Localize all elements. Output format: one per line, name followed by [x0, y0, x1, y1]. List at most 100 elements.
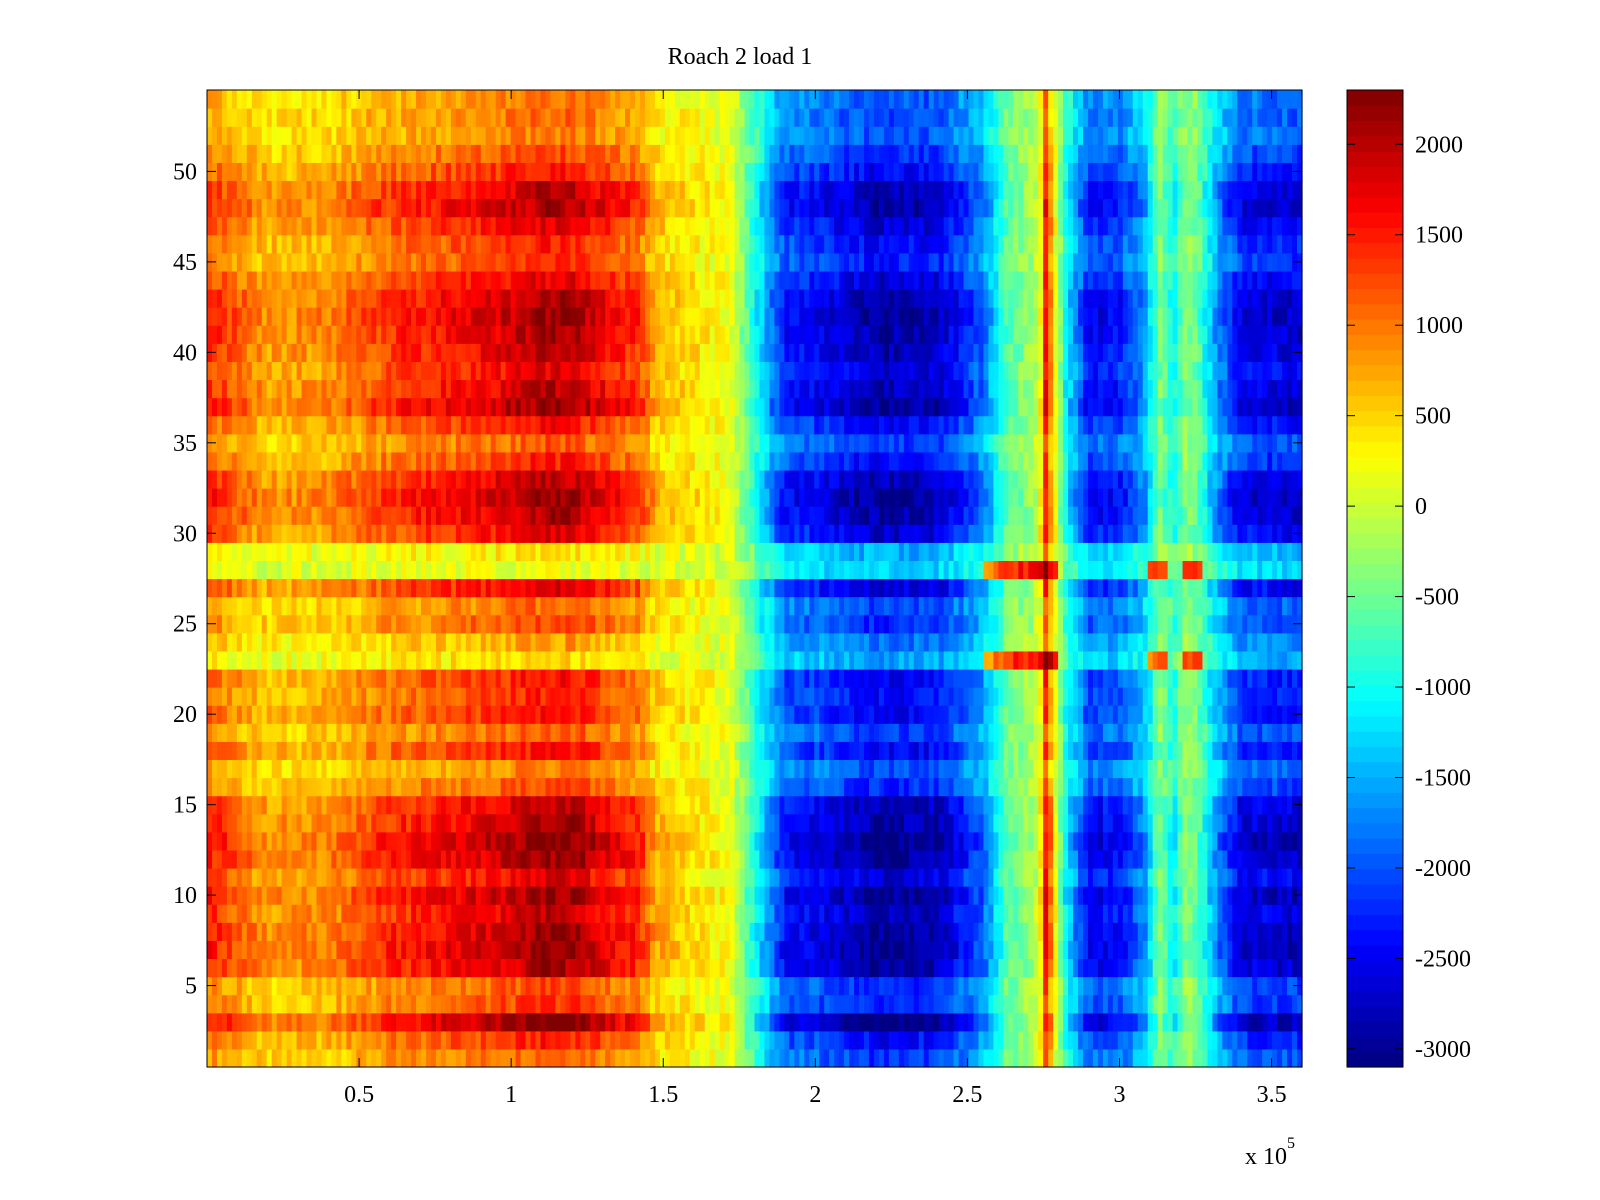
heatmap-cell	[550, 831, 557, 851]
heatmap-cell	[1182, 795, 1189, 815]
heatmap-cell	[898, 687, 905, 706]
heatmap-cell	[590, 849, 596, 869]
heatmap-cell	[520, 940, 527, 960]
heatmap-cell	[898, 849, 905, 869]
heatmap-cell	[455, 886, 462, 905]
heatmap-cell	[326, 687, 333, 706]
heatmap-cell	[804, 904, 810, 923]
heatmap-cell	[1232, 976, 1238, 996]
heatmap-cell	[645, 994, 651, 1014]
heatmap-cell	[600, 958, 606, 978]
heatmap-cell	[231, 849, 238, 869]
heatmap-cell	[769, 867, 776, 887]
heatmap-cell	[903, 741, 910, 761]
heatmap-cell	[216, 831, 223, 851]
heatmap-cell	[401, 723, 407, 742]
heatmap-cell	[873, 759, 880, 779]
heatmap-cell	[789, 867, 795, 887]
heatmap-cell	[356, 650, 362, 670]
heatmap-cell	[1112, 994, 1119, 1014]
heatmap-cell	[1242, 1048, 1248, 1068]
heatmap-cell	[620, 777, 626, 797]
heatmap-cell	[211, 1030, 218, 1050]
heatmap-cell	[440, 777, 447, 797]
heatmap-cell	[271, 922, 278, 941]
heatmap-cell	[545, 687, 552, 706]
heatmap-cell	[276, 1012, 283, 1032]
heatmap-cell	[1097, 759, 1104, 779]
heatmap-cell	[1132, 723, 1139, 742]
heatmap-cell	[207, 940, 213, 960]
heatmap-cell	[958, 795, 965, 815]
heatmap-cell	[938, 922, 945, 941]
heatmap-cell	[416, 904, 422, 923]
heatmap-cell	[988, 904, 995, 923]
heatmap-cell	[1008, 831, 1014, 851]
heatmap-cell	[1177, 1048, 1184, 1068]
heatmap-cell	[426, 759, 432, 779]
heatmap-cell	[749, 922, 756, 941]
heatmap-cell	[575, 867, 581, 887]
heatmap-cell	[421, 795, 427, 815]
heatmap-cell	[928, 1012, 935, 1032]
heatmap-cell	[236, 831, 243, 851]
heatmap-cell	[819, 940, 825, 960]
heatmap-cell	[1107, 813, 1114, 833]
heatmap-cell	[948, 1048, 955, 1068]
heatmap-cell	[1247, 831, 1253, 851]
heatmap-cell	[1257, 886, 1263, 905]
heatmap-cell	[475, 1048, 482, 1068]
heatmap-cell	[859, 904, 865, 923]
heatmap-cell	[1137, 723, 1144, 742]
heatmap-cell	[251, 650, 258, 670]
heatmap-cell	[1202, 976, 1209, 996]
heatmap-cell	[276, 687, 283, 706]
heatmap-cell	[1237, 922, 1243, 941]
heatmap-cell	[913, 650, 920, 670]
heatmap-cell	[246, 976, 253, 996]
heatmap-cell	[784, 1012, 790, 1032]
heatmap-cell	[699, 668, 706, 688]
heatmap-cell	[535, 687, 542, 706]
heatmap-cell	[958, 886, 965, 905]
heatmap-cell	[983, 741, 990, 761]
heatmap-cell	[923, 976, 930, 996]
heatmap-cell	[1257, 904, 1263, 923]
heatmap-cell	[1297, 668, 1303, 688]
heatmap-cell	[1187, 831, 1194, 851]
heatmap-cell	[635, 777, 641, 797]
heatmap-cell	[1187, 1030, 1194, 1050]
heatmap-cell	[207, 922, 213, 941]
heatmap-cell	[1112, 904, 1119, 923]
heatmap-cell	[849, 741, 855, 761]
heatmap-cell	[1087, 849, 1094, 869]
heatmap-cell	[1127, 886, 1134, 905]
heatmap-cell	[839, 1030, 845, 1050]
heatmap-cell	[1092, 1012, 1099, 1032]
heatmap-cell	[1197, 795, 1204, 815]
heatmap-cell	[346, 831, 352, 851]
heatmap-cell	[615, 849, 621, 869]
heatmap-cell	[376, 668, 382, 688]
heatmap-cell	[480, 1048, 487, 1068]
heatmap-cell	[426, 777, 432, 797]
heatmap-cell	[888, 940, 895, 960]
heatmap-cell	[883, 922, 890, 941]
heatmap-cell	[1112, 867, 1119, 887]
heatmap-cell	[1197, 777, 1204, 797]
heatmap-cell	[839, 886, 845, 905]
heatmap-cell	[470, 831, 477, 851]
heatmap-cell	[391, 904, 397, 923]
heatmap-cell	[1112, 687, 1119, 706]
heatmap-cell	[759, 650, 766, 670]
heatmap-cell	[883, 650, 890, 670]
heatmap-cell	[251, 958, 258, 978]
heatmap-cell	[1028, 886, 1034, 905]
heatmap-cell	[635, 759, 641, 779]
heatmap-cell	[829, 940, 835, 960]
heatmap-cell	[645, 813, 651, 833]
heatmap-cell	[470, 687, 477, 706]
heatmap-cell	[888, 813, 895, 833]
heatmap-cell	[714, 940, 721, 960]
heatmap-cell	[411, 958, 417, 978]
